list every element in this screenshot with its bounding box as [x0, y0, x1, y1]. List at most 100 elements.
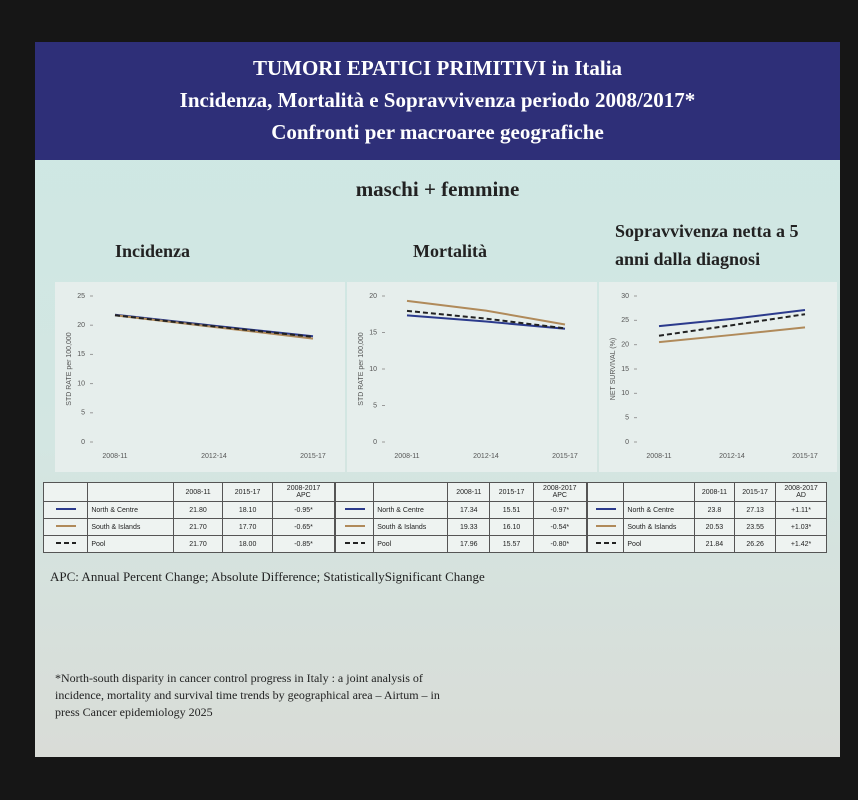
- chart-title: Sopravvivenza netta a 5 anni dalla diagn…: [615, 221, 799, 269]
- chart: STD RATE per 100,000 0 5 10 15 20 2008-11 2012-…: [347, 282, 597, 472]
- legend-swatch: [55, 525, 76, 527]
- legend-label: North & Centre: [373, 501, 449, 519]
- x-tick-label: 2015-17: [300, 453, 326, 460]
- x-tick-label: 2015-17: [552, 453, 578, 460]
- y-axis-label: STD RATE per 100,000: [358, 332, 365, 406]
- series-line: [114, 314, 314, 338]
- legend-label: South & Islands: [87, 518, 174, 536]
- legend-swatch: [344, 508, 365, 510]
- value-cell: 17.70: [222, 518, 274, 536]
- y-tick-label: 0: [625, 439, 629, 446]
- legend-swatch: [344, 542, 365, 544]
- header-cell: [87, 482, 174, 502]
- y-tick-label: 25: [77, 293, 85, 300]
- legend-swatch-cell: [334, 518, 375, 536]
- slide: TUMORI EPATICI PRIMITIVI in Italia Incid…: [35, 42, 840, 757]
- table-row: North & Centre 23.8 27.13 +1.11*: [586, 501, 827, 519]
- series-line: [406, 309, 566, 330]
- change-cell: +1.11*: [775, 501, 827, 519]
- data-table: 2008-11 2015-17 2008-2017 APC North & Centre…: [334, 482, 588, 553]
- value-cell: 21.80: [172, 501, 224, 519]
- chart-title: Incidenza: [115, 241, 191, 261]
- series-line: [658, 308, 806, 328]
- header-cell: [42, 482, 89, 502]
- x-tick-label: 2008-11: [102, 453, 127, 460]
- change-label: APC: [296, 492, 311, 499]
- value-cell: 23.55: [734, 518, 777, 536]
- chart: STD RATE per 100,000 0 5 10 15 20 25 2008-11 201…: [55, 282, 345, 472]
- y-tick-label: 30: [621, 293, 629, 300]
- legend-label: Pool: [373, 535, 449, 553]
- legend-swatch-cell: [586, 535, 625, 553]
- title-line: Confronti per macroaree geografiche: [271, 120, 604, 144]
- change-cell: +1.03*: [775, 518, 827, 536]
- table-header: 2008-11 2015-17 2008-2017 APC: [42, 482, 335, 502]
- legend-swatch-cell: [334, 501, 375, 519]
- y-tick-label: 25: [621, 317, 629, 324]
- y-tick-label: 5: [625, 415, 629, 422]
- change-period: 2008-2017: [784, 485, 818, 492]
- legend-label: South & Islands: [623, 518, 695, 536]
- y-tick-label: 5: [373, 402, 377, 409]
- header-cell: 2008-2017 APC: [532, 482, 588, 502]
- change-cell: -0.80*: [532, 535, 588, 553]
- data-table: 2008-11 2015-17 2008-2017 AD North & Centre 2…: [586, 482, 827, 553]
- value-cell: 20.53: [693, 518, 736, 536]
- legend-swatch-cell: [586, 518, 625, 536]
- series-line: [658, 326, 806, 344]
- legend-swatch-cell: [334, 535, 375, 553]
- data-table: 2008-11 2015-17 2008-2017 APC North & Centre…: [42, 482, 335, 553]
- header-cell: [334, 482, 375, 502]
- change-cell: -0.95*: [272, 501, 335, 519]
- header-cell: 2008-11: [172, 482, 224, 502]
- y-tick-label: 0: [373, 439, 377, 446]
- header-cell: 2008-2017 AD: [775, 482, 827, 502]
- change-period: 2008-2017: [543, 485, 577, 492]
- legend-swatch-cell: [42, 518, 89, 536]
- y-tick-label: 10: [369, 366, 377, 373]
- change-cell: -0.97*: [532, 501, 588, 519]
- y-axis-label: STD RATE per 100,000: [66, 332, 73, 406]
- y-tick-label: 10: [621, 390, 629, 397]
- reference: *North-south disparity in cancer control…: [55, 671, 440, 719]
- table-header: 2008-11 2015-17 2008-2017 AD: [586, 482, 827, 502]
- change-label: APC: [552, 492, 567, 499]
- table-header: 2008-11 2015-17 2008-2017 APC: [334, 482, 588, 502]
- legend-swatch: [595, 525, 616, 527]
- header-cell: [373, 482, 449, 502]
- x-tick-label: 2012-14: [719, 453, 745, 460]
- table-row: South & Islands 21.70 17.70 -0.65*: [42, 518, 335, 536]
- value-cell: 21.70: [172, 535, 224, 553]
- value-cell: 15.57: [489, 535, 534, 553]
- value-cell: 19.33: [447, 518, 491, 536]
- y-tick-label: 15: [621, 366, 629, 373]
- y-tick-label: 20: [369, 293, 377, 300]
- header-cell: [623, 482, 695, 502]
- subtitle: maschi + femmine: [355, 177, 520, 201]
- header: TUMORI EPATICI PRIMITIVI in Italia Incid…: [35, 42, 840, 160]
- change-period: 2008-2017: [286, 485, 321, 492]
- legend-label: South & Islands: [373, 518, 449, 536]
- value-cell: 15.51: [489, 501, 534, 519]
- series-line: [658, 313, 806, 337]
- y-tick-label: 15: [77, 351, 85, 358]
- change-cell: -0.54*: [532, 518, 588, 536]
- table-row: Pool 17.96 15.57 -0.80*: [334, 535, 588, 553]
- series-line: [406, 314, 566, 330]
- x-tick-label: 2015-17: [792, 453, 818, 460]
- title-line: TUMORI EPATICI PRIMITIVI in Italia: [252, 56, 623, 80]
- legend-swatch: [344, 525, 365, 527]
- change-cell: -0.85*: [272, 535, 335, 553]
- legend-swatch: [55, 508, 76, 510]
- legend-label: North & Centre: [623, 501, 695, 519]
- change-cell: -0.65*: [272, 518, 335, 536]
- header-cell: 2008-2017 APC: [272, 482, 335, 502]
- y-tick-label: 20: [621, 342, 629, 349]
- header-cell: 2008-11: [693, 482, 736, 502]
- chart: NET SURVIVAL (%) 0 5 10 15 20 25 30 2008-11 2012-…: [599, 282, 837, 472]
- change-cell: +1.42*: [775, 535, 827, 553]
- header-cell: 2008-11: [447, 482, 491, 502]
- value-cell: 26.26: [734, 535, 777, 553]
- y-tick-label: 15: [369, 329, 377, 336]
